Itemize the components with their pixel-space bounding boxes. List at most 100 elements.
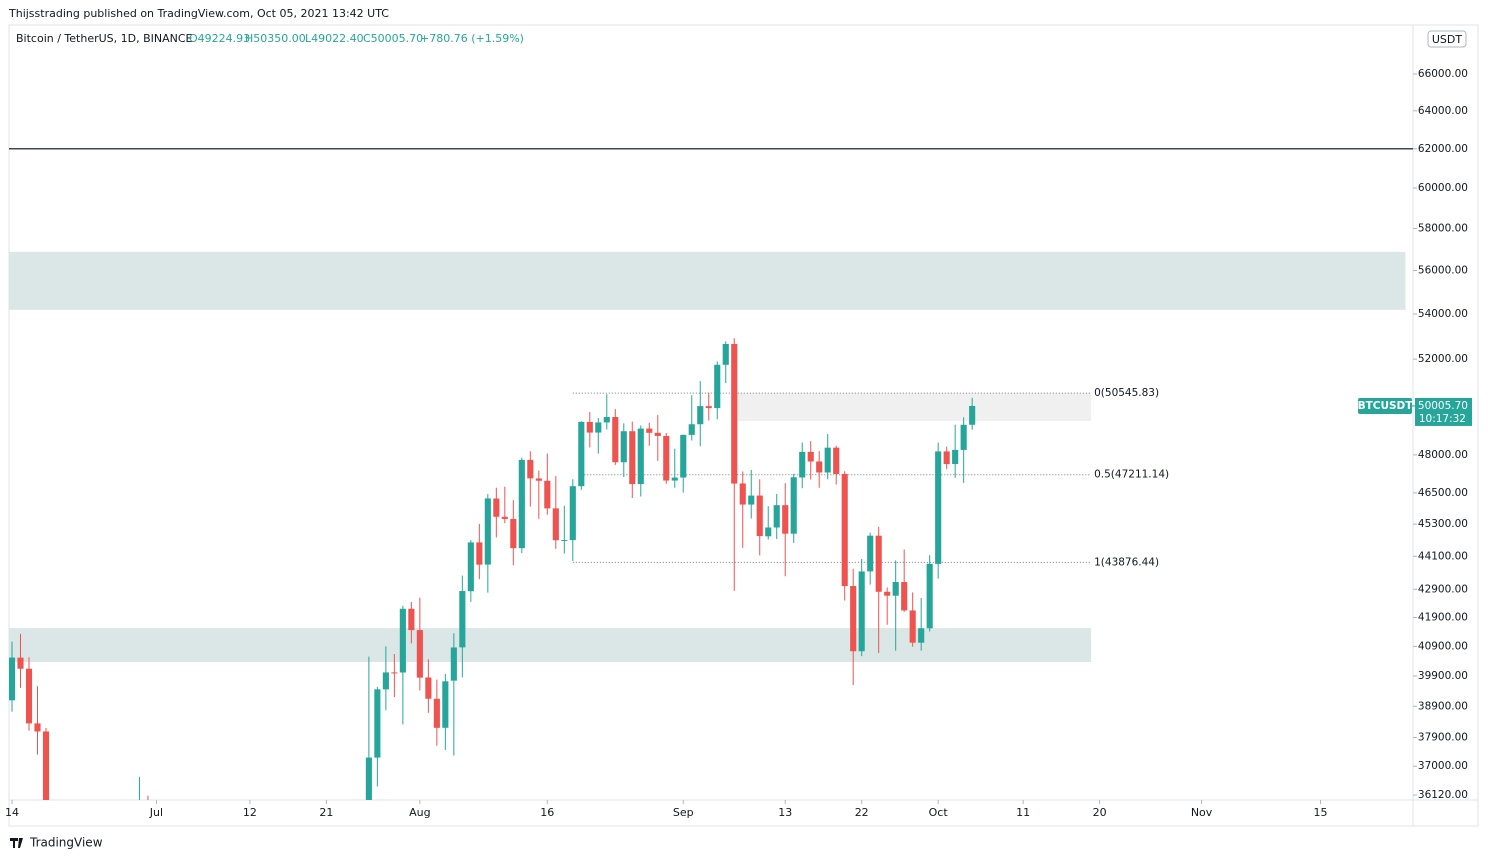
candle-body [765, 527, 772, 537]
symbol-tag-label: BTCUSDT [1358, 400, 1414, 412]
x-tick-label: 16 [540, 806, 554, 819]
x-tick-label: Aug [409, 806, 430, 819]
candle-body [586, 421, 593, 433]
candle-body [17, 657, 24, 669]
fib-label: 0(50545.83) [1094, 387, 1159, 399]
candle-body [416, 630, 423, 678]
candle-body [680, 434, 687, 478]
x-tick-label: Sep [673, 806, 694, 819]
candle-body [476, 542, 483, 565]
x-tick-label: 11 [1016, 806, 1030, 819]
candle-body [850, 586, 857, 652]
candle-body [595, 422, 602, 433]
y-tick-label: 58000.00 [1418, 223, 1468, 235]
candle-body [459, 591, 466, 648]
candle-body [382, 672, 389, 690]
candle-body [756, 495, 763, 537]
candle-body [935, 451, 942, 564]
candle-body [374, 689, 381, 758]
x-tick-label: Oct [929, 806, 949, 819]
candle-body [909, 610, 916, 643]
x-tick-label: Nov [1191, 806, 1213, 819]
symbol: Bitcoin / TetherUS, 1D, BINANCE [16, 32, 193, 45]
fib-label: 0.5(47211.14) [1094, 469, 1169, 481]
candle-body [943, 451, 950, 465]
y-tick-label: 46500.00 [1418, 487, 1468, 499]
y-tick-label: 38900.00 [1418, 700, 1468, 712]
candle-body [841, 473, 848, 587]
candle-body [569, 486, 576, 541]
brand-logo [10, 838, 23, 848]
candle-body [467, 542, 474, 592]
candle-body [450, 647, 457, 681]
candle-body [918, 628, 925, 643]
candle-body [833, 447, 840, 474]
candle-body [493, 498, 500, 517]
y-tick-label: 48000.00 [1418, 449, 1468, 461]
candle-body [697, 406, 704, 425]
candle-body [552, 508, 559, 541]
candle-body [782, 505, 789, 534]
ohlc-open: O49224.93 [189, 32, 250, 45]
y-tick-label: 44100.00 [1418, 550, 1468, 562]
countdown: 10:17:32 [1419, 413, 1466, 425]
candle-body [603, 416, 610, 423]
y-tick-label: 60000.00 [1418, 182, 1468, 194]
candle-body [892, 582, 899, 596]
candle-body [433, 698, 440, 728]
candle-body [816, 461, 823, 473]
candle-body [884, 591, 891, 596]
zone [9, 628, 1092, 662]
candle-body [391, 672, 398, 674]
candle-body [42, 731, 50, 800]
legend: Bitcoin / TetherUS, 1D, BINANCE O49224.9… [16, 32, 524, 45]
candle-body [867, 535, 874, 572]
y-tick-label: 66000.00 [1418, 68, 1468, 80]
frame [8, 24, 1479, 827]
candle-body [773, 505, 780, 528]
publisher: Thijsstrading published on TradingView.c… [8, 7, 389, 20]
candle-body [858, 571, 865, 652]
y-tick-label: 41900.00 [1418, 611, 1468, 623]
x-tick-label: 20 [1093, 806, 1107, 819]
candle-body [484, 498, 491, 565]
candle-body [561, 539, 568, 541]
candle-body [637, 428, 644, 485]
x-tick-label: 21 [319, 806, 333, 819]
overlay: 0(50545.83) 0.5(47211.14) 1(43876.44) BTCUS… [1094, 387, 1472, 568]
candle-body [578, 421, 585, 487]
candle-body [790, 477, 797, 534]
ohlc-low: L49022.40 [305, 32, 364, 45]
candle-body [527, 459, 534, 479]
plot [9, 148, 1413, 850]
candle-body [901, 582, 908, 611]
currency-badge[interactable] [1427, 30, 1467, 48]
candle-body [136, 803, 142, 850]
candle-body [620, 431, 627, 463]
x-tick-label: 15 [1314, 806, 1328, 819]
x-tick-label: 12 [243, 806, 257, 819]
candle-body [722, 344, 729, 365]
price-tag [1415, 397, 1472, 426]
candle-body [510, 518, 517, 549]
candle-body [544, 480, 551, 509]
zone [734, 393, 1092, 422]
ohlc-close: C50005.70 [363, 32, 423, 45]
candle-body [34, 723, 41, 732]
candle-body [807, 451, 814, 462]
price-tag-label: 50005.70 [1418, 400, 1468, 412]
y-tick-label: 45300.00 [1418, 518, 1468, 530]
candle-body [799, 451, 806, 478]
y-tick-label: 37000.00 [1418, 760, 1468, 772]
candle-body [535, 478, 542, 481]
candle-body [425, 677, 432, 699]
candle-body [875, 535, 882, 592]
fib-label: 1(43876.44) [1094, 556, 1159, 568]
candle-body [25, 668, 33, 724]
y-tick-label: 37900.00 [1418, 731, 1468, 743]
currency[interactable]: USDT [1432, 33, 1463, 46]
y-tick-label: 54000.00 [1418, 308, 1468, 320]
candle-body [739, 483, 746, 505]
candle-body [926, 563, 933, 629]
